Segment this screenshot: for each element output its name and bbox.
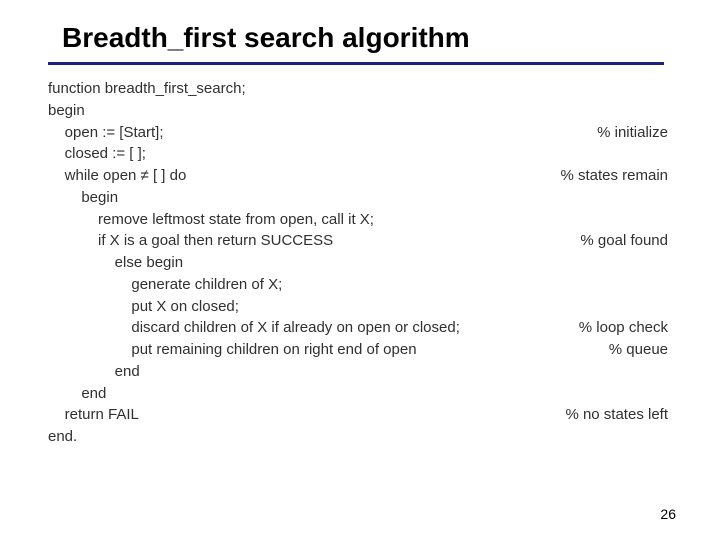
code-line: end	[48, 383, 668, 405]
code-text: remove leftmost state from open, call it…	[48, 209, 374, 231]
code-line: put X on closed;	[48, 296, 668, 318]
code-line: begin	[48, 187, 668, 209]
code-line: function breadth_first_search;	[48, 78, 668, 100]
code-text: begin	[48, 187, 118, 209]
code-text: function breadth_first_search;	[48, 78, 246, 100]
code-line: else begin	[48, 252, 668, 274]
code-line: closed := [ ];	[48, 143, 668, 165]
code-text: generate children of X;	[48, 274, 282, 296]
code-line: return FAIL % no states left	[48, 404, 668, 426]
code-text: begin	[48, 100, 85, 122]
code-comment: % states remain	[546, 165, 668, 187]
code-text: end.	[48, 426, 77, 448]
page-number: 26	[660, 506, 676, 522]
code-line: begin	[48, 100, 668, 122]
code-comment: % no states left	[551, 404, 668, 426]
code-comment: % initialize	[583, 122, 668, 144]
code-line: if X is a goal then return SUCCESS % goal…	[48, 230, 668, 252]
code-text: discard children of X if already on open…	[48, 317, 460, 339]
code-text: put X on closed;	[48, 296, 239, 318]
code-line: remove leftmost state from open, call it…	[48, 209, 668, 231]
code-comment: % loop check	[565, 317, 668, 339]
code-text: put remaining children on right end of o…	[48, 339, 417, 361]
code-text: if X is a goal then return SUCCESS	[48, 230, 333, 252]
code-line: end.	[48, 426, 668, 448]
code-text: end	[48, 361, 140, 383]
code-line: generate children of X;	[48, 274, 668, 296]
code-text: open := [Start];	[48, 122, 163, 144]
code-line: open := [Start]; % initialize	[48, 122, 668, 144]
pseudocode-block: function breadth_first_search;begin open…	[48, 78, 668, 448]
code-line: put remaining children on right end of o…	[48, 339, 668, 361]
code-text: while open ≠ [ ] do	[48, 165, 186, 187]
code-text: closed := [ ];	[48, 143, 146, 165]
code-comment: % queue	[595, 339, 668, 361]
code-line: end	[48, 361, 668, 383]
slide-title: Breadth_first search algorithm	[62, 22, 470, 54]
code-comment: % goal found	[566, 230, 668, 252]
code-text: end	[48, 383, 106, 405]
code-text: else begin	[48, 252, 183, 274]
code-line: while open ≠ [ ] do % states remain	[48, 165, 668, 187]
code-text: return FAIL	[48, 404, 139, 426]
title-underline	[48, 62, 664, 65]
code-line: discard children of X if already on open…	[48, 317, 668, 339]
